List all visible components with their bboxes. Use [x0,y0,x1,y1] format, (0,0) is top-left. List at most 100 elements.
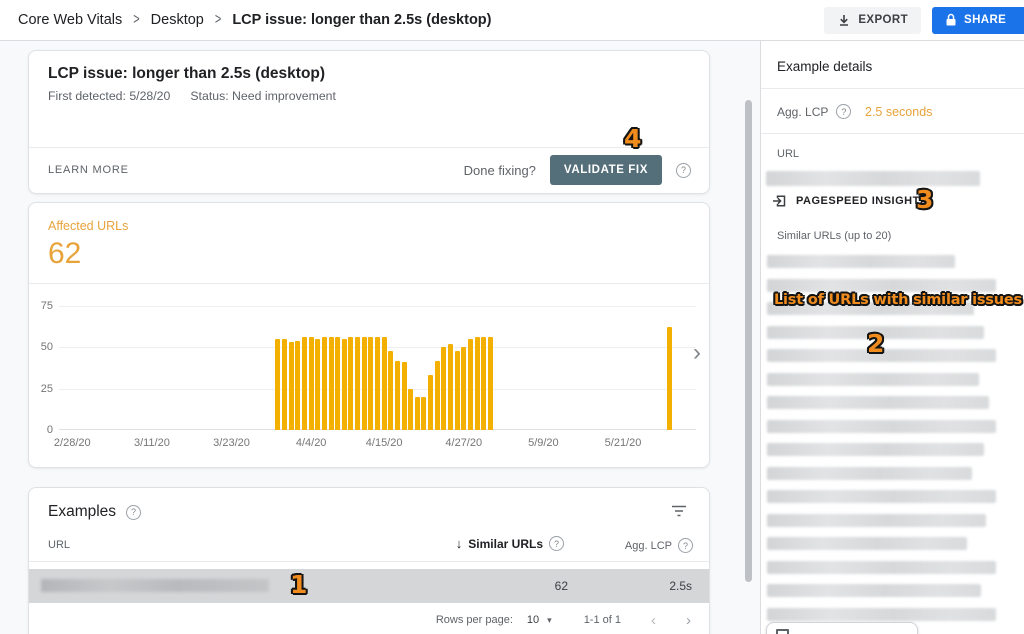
redacted-url[interactable] [767,255,955,268]
status-text: Status: Need improvement [190,89,336,103]
redacted-url[interactable] [767,325,984,339]
learn-more-link[interactable]: LEARN MORE [48,164,129,176]
chart-bar [295,340,301,430]
redacted-url[interactable] [767,490,996,503]
chart-bar [275,339,281,430]
export-label: EXPORT [858,14,908,26]
chart-bar [394,360,400,430]
vertical-scrollbar[interactable] [745,100,752,582]
affected-urls-count: 62 [48,237,82,270]
chart-bar [308,337,314,430]
help-icon[interactable]: ? [836,104,852,119]
next-page-icon[interactable]: › [686,611,691,629]
redacted-url[interactable] [767,466,972,480]
redacted-url [766,171,980,186]
annotation-similar-urls-label: List of URLs with similar issues [774,292,1022,308]
chart-bar [666,327,672,430]
chart-bar [428,375,434,430]
y-axis-tick: 0 [46,424,53,436]
redacted-url[interactable] [767,513,987,527]
redacted-url[interactable] [767,443,984,456]
chart-bar [361,337,367,430]
validate-fix-row: Done fixing? VALIDATE FIX ? [29,148,691,192]
x-axis-tick: 4/27/20 [445,437,483,449]
x-axis-tick: 2/28/20 [53,437,91,449]
tooltip-icon [776,629,789,634]
redacted-url[interactable] [767,349,996,362]
topbar-actions: EXPORT SHARE [824,6,1024,34]
agg-lcp-label-text: Agg. LCP [777,104,829,119]
redacted-url[interactable] [767,584,982,597]
validate-fix-button[interactable]: VALIDATE FIX [549,155,662,185]
chevron-right-icon: > [133,11,140,29]
sort-descending-icon: ↓ [455,536,463,551]
x-axis-tick: 3/11/20 [133,437,170,449]
annotation-1: 1 [290,570,308,599]
share-button[interactable]: SHARE [932,6,1024,34]
chart-bar [375,337,380,430]
pagespeed-insights-label: PAGESPEED INSIGHTS [796,195,928,207]
column-header-url: URL [48,539,71,551]
agg-lcp-header-label: Agg. LCP [624,539,672,552]
pagespeed-insights-link[interactable]: PAGESPEED INSIGHTS [771,193,1024,209]
top-bar: Core Web Vitals > Desktop > LCP issue: l… [0,0,1024,41]
first-detected-text: First detected: 5/28/20 [48,89,171,103]
table-pagination: Rows per page: 10 ▾ 1-1 of 1 ‹ › [29,603,691,634]
help-icon[interactable]: ? [549,536,564,551]
chart-bar [368,337,374,430]
chart-bar [355,337,361,430]
redacted-url[interactable] [767,607,996,621]
agg-lcp-value: 2.5 seconds [865,105,933,119]
help-icon[interactable]: ? [678,538,693,553]
chart-bar [381,337,387,430]
agg-lcp-row: Agg. LCP ? 2.5 seconds [761,89,1024,134]
redacted-url[interactable] [767,419,996,433]
caret-down-icon[interactable]: ▾ [547,614,552,625]
example-details-panel: Example details Agg. LCP ? 2.5 seconds U… [760,40,1024,634]
redacted-url[interactable] [767,302,975,315]
help-icon[interactable]: ? [126,504,142,520]
row-similar-urls-value: 62 [554,579,568,593]
chart-pan-right-icon[interactable]: › [693,339,701,366]
gridline [59,306,696,307]
divider [29,147,709,148]
table-row[interactable]: 62 2.5s [29,569,709,603]
chart-bar [401,362,407,430]
filter-icon[interactable] [671,505,687,517]
redacted-url[interactable] [767,278,996,292]
column-header-similar-urls[interactable]: ↓ Similar URLs ? [456,536,564,551]
column-header-agg-lcp[interactable]: Agg. LCP ? [625,538,693,553]
chart-bar [335,337,341,430]
breadcrumb-current-issue: LCP issue: longer than 2.5s (desktop) [232,12,492,28]
rows-per-page-value[interactable]: 10 [526,614,540,626]
chart-bar [421,396,427,430]
redacted-url[interactable] [767,372,980,386]
annotation-2: 2 [867,329,885,358]
chart-bar [341,339,347,430]
chart-bar [282,339,288,430]
chart-bar [467,339,473,430]
x-axis-tick: 4/15/20 [365,437,403,449]
chart-bar [481,337,487,430]
issue-meta: First detected: 5/28/20 Status: Need imp… [29,83,709,103]
affected-urls-label: Affected URLs [48,219,129,233]
previous-page-icon[interactable]: ‹ [651,611,656,629]
breadcrumb-core-web-vitals[interactable]: Core Web Vitals [18,12,123,28]
export-button[interactable]: EXPORT [824,6,921,34]
chart-bar [487,337,493,430]
affected-urls-card: Affected URLs 62 0 25 50 75 2/28/20 3/11/20 3/… [28,202,710,468]
y-axis-tick: 50 [40,341,53,354]
redacted-url[interactable] [767,537,968,550]
help-icon[interactable]: ? [676,162,691,178]
x-axis-tick: 5/21/20 [604,437,642,449]
chart-bar [441,347,447,430]
redacted-url [41,579,269,592]
pagination-range: 1-1 of 1 [583,614,621,626]
breadcrumb-desktop[interactable]: Desktop [150,12,204,28]
redacted-url[interactable] [767,396,989,409]
redacted-url[interactable] [767,560,996,574]
chart-bar [461,347,467,430]
annotation-3: 3 [916,185,934,214]
chart-bar [388,350,394,430]
